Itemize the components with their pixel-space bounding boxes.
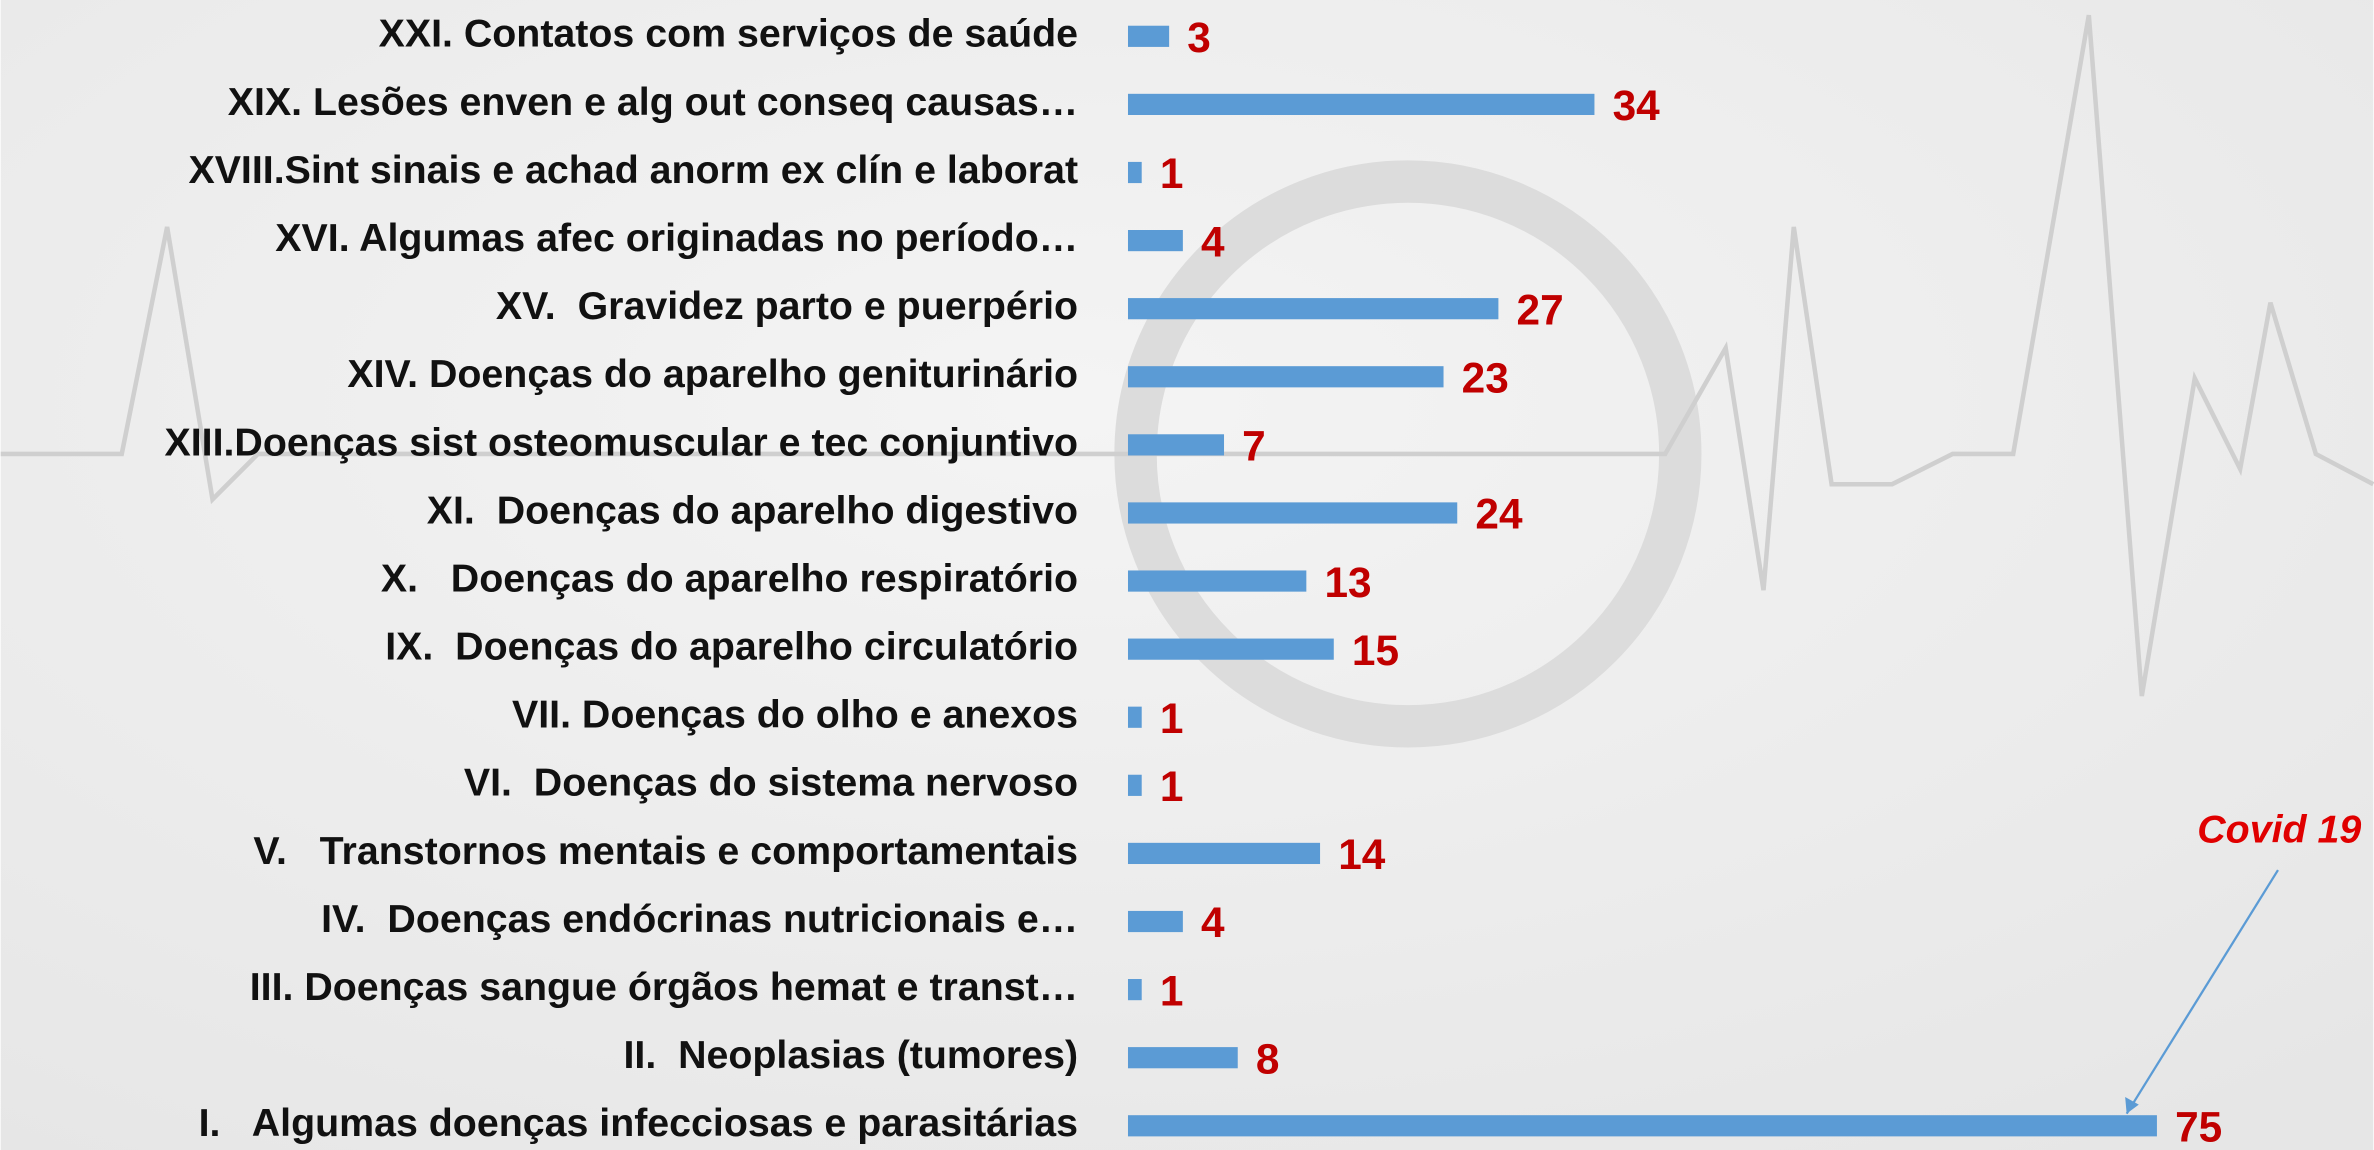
bar: [1127, 93, 1595, 115]
bar: [1127, 161, 1142, 184]
category-label: V. Transtornos mentais e comportamentais: [253, 829, 1078, 873]
category-label: XV. Gravidez parto e puerpério: [496, 284, 1078, 328]
bar: [1127, 1115, 2157, 1137]
category-label: XXI. Contatos com serviços de saúde: [379, 12, 1078, 56]
bar: [1127, 1047, 1238, 1069]
bar: [1127, 774, 1142, 796]
category-label: XVI. Algumas afec originadas no período…: [275, 216, 1078, 260]
value-label: 1: [1160, 150, 1184, 197]
bar: [1127, 638, 1334, 660]
annotation-arrowhead: [2125, 1097, 2139, 1114]
bar: [1127, 502, 1458, 524]
bar: [1127, 434, 1225, 456]
value-label: 1: [1160, 967, 1184, 1014]
value-label: 7: [1242, 423, 1266, 470]
bar: [1127, 230, 1183, 252]
value-label: 3: [1187, 14, 1211, 61]
category-label: VI. Doenças do sistema nervoso: [464, 761, 1078, 805]
decoration: [0, 14, 2374, 697]
value-label: 75: [2175, 1104, 2222, 1150]
category-label: XIV. Doenças do aparelho geniturinário: [347, 352, 1078, 396]
category-label: X. Doenças do aparelho respiratório: [381, 556, 1078, 600]
category-label: IX. Doenças do aparelho circulatório: [385, 625, 1078, 669]
value-label: 27: [1517, 286, 1564, 333]
category-label: XI. Doenças do aparelho digestivo: [427, 488, 1078, 532]
category-label: XIX. Lesões enven e alg out conseq causa…: [228, 80, 1078, 124]
annotation-arrow: [2125, 869, 2279, 1115]
value-label: 4: [1201, 218, 1225, 265]
annotation: Covid 19: [2197, 808, 2361, 852]
bar: [1127, 979, 1142, 1001]
category-label: IV. Doenças endócrinas nutricionais e…: [321, 897, 1078, 941]
value-label: 15: [1352, 627, 1399, 674]
bar: [1127, 298, 1499, 320]
category-label: III. Doenças sangue órgãos hemat e trans…: [250, 965, 1078, 1009]
value-label: 4: [1201, 899, 1225, 946]
category-label: I. Algumas doenças infecciosas e parasit…: [199, 1101, 1078, 1145]
bar: [1127, 25, 1170, 47]
value-label: 1: [1160, 763, 1184, 810]
value-label: 24: [1475, 491, 1523, 538]
category-label: VII. Doenças do olho e anexos: [512, 693, 1078, 737]
bar: [1127, 842, 1321, 865]
bar: [1127, 910, 1183, 933]
bar: [1127, 366, 1444, 388]
value-label: 23: [1462, 355, 1509, 402]
category-label: II. Neoplasias (tumores): [623, 1033, 1078, 1077]
bar: [1127, 706, 1142, 728]
value-label: 8: [1256, 1035, 1280, 1082]
value-label: 34: [1613, 82, 1661, 129]
value-label: 14: [1338, 831, 1386, 878]
category-label: XIII.Doenças sist osteomuscular e tec co…: [164, 420, 1078, 464]
bar: [1127, 570, 1307, 592]
value-label: 1: [1160, 695, 1184, 742]
value-label: 13: [1324, 559, 1371, 606]
category-label: XVIII.Sint sinais e achad anorm ex clín …: [188, 148, 1078, 192]
